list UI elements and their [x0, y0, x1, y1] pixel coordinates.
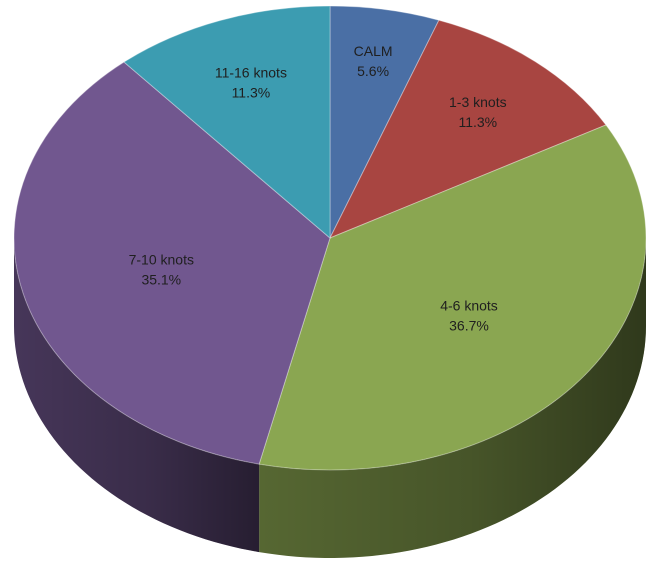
- data-value-7-10-knots: 35.1%: [141, 272, 181, 288]
- data-value-calm: 5.6%: [357, 63, 389, 79]
- pie-top-layer: [13, 5, 647, 471]
- data-label-11-16-knots: 11-16 knots: [215, 64, 287, 80]
- slice-7-10-knots: [13, 61, 331, 465]
- slice-4-6-knots: [258, 124, 647, 471]
- slice-1-3-knots: [328, 19, 607, 239]
- data-value-11-16-knots: 11.3%: [232, 84, 271, 100]
- pie-label-layer: CALM 5.6% 1-3 knots 11.3% 4-6 knots 36.7% 7-10…: [129, 43, 507, 334]
- slice-side-4-6-knots-shading: [259, 238, 646, 558]
- data-label-calm: CALM: [354, 43, 393, 59]
- slice-11-16-knots: [123, 5, 331, 240]
- data-value-1-3-knots: 11.3%: [458, 114, 497, 130]
- data-label-4-6-knots: 4-6 knots: [440, 298, 498, 314]
- slice-side-7-10-knots-shading: [14, 238, 260, 553]
- data-value-4-6-knots: 36.7%: [449, 318, 489, 334]
- data-label-1-3-knots: 1-3 knots: [449, 94, 507, 110]
- data-label-7-10-knots: 7-10 knots: [129, 252, 194, 268]
- pie-side-layer: [14, 238, 646, 558]
- slice-calm: [329, 5, 440, 239]
